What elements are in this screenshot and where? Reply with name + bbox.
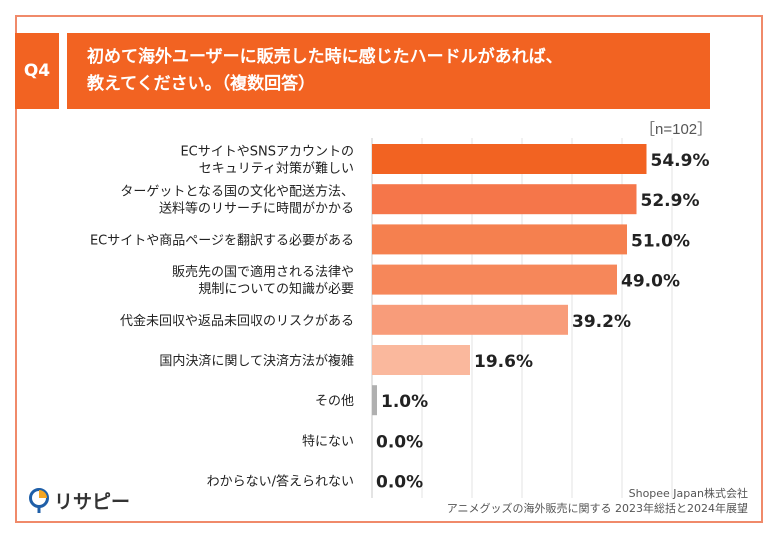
category-label: ターゲットとなる国の文化や配送方法、 [120, 184, 354, 200]
bar [372, 144, 647, 174]
bar [372, 304, 568, 335]
question-badge: Q4 [15, 33, 59, 109]
value-label: 0.0% [376, 473, 423, 493]
credit: Shopee Japan株式会社 アニメグッズの海外販売に関する 2023年総括… [447, 486, 748, 516]
category-label: 代金未回収や返品未回収のリスクがある [120, 313, 354, 329]
brand-logo: リサピー [28, 487, 130, 514]
brand-logo-text: リサピー [54, 491, 131, 513]
category-label: セキュリティ対策が難しい [199, 161, 354, 177]
bar [372, 224, 627, 255]
category-label: 国内決済に関して決済方法が複雑 [159, 353, 354, 369]
value-label: 1.0% [381, 392, 428, 412]
category-label: 送料等のリサーチに時間がかかる [159, 201, 354, 217]
pin-icon [29, 487, 49, 513]
credit-report: アニメグッズの海外販売に関する 2023年総括と2024年展望 [446, 502, 748, 515]
category-label: ECサイトや商品ページを翻訳する必要がある [90, 233, 354, 248]
value-label: 52.9% [641, 191, 700, 211]
bar [372, 184, 637, 215]
category-label: その他 [315, 394, 354, 409]
question-title-line2: 教えてください。（複数回答） [87, 74, 316, 94]
category-label: 特にない [302, 434, 354, 449]
question-title: 初めて海外ユーザーに販売した時に感じたハードルがあれば、 教えてください。（複数… [67, 33, 710, 109]
value-label: 39.2% [572, 312, 631, 332]
value-label: 19.6% [474, 352, 533, 372]
sample-size-label: ［n=102］ [640, 121, 713, 138]
value-label: 49.0% [621, 272, 680, 292]
category-label: 規制についての知識が必要 [198, 281, 354, 297]
bar [372, 385, 377, 416]
value-label: 51.0% [631, 231, 690, 251]
bar [372, 264, 617, 295]
value-label: 54.9% [651, 151, 710, 171]
outer-frame [15, 15, 763, 523]
credit-company: Shopee Japan株式会社 [628, 487, 748, 500]
category-label: わからない/答えられない [207, 474, 354, 490]
category-label: 販売先の国で適用される法律や [172, 264, 354, 280]
value-label: 0.0% [376, 432, 423, 452]
question-title-line1: 初めて海外ユーザーに販売した時に感じたハードルがあれば、 [87, 47, 563, 67]
bar [372, 345, 470, 375]
category-label: ECサイトやSNSアカウントの [180, 145, 354, 160]
